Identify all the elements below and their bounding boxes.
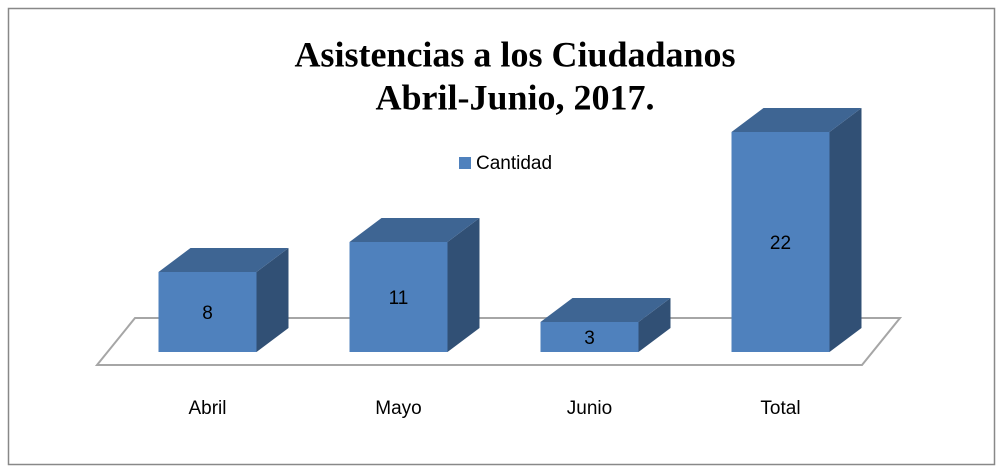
bar-side xyxy=(447,218,480,352)
bar-top xyxy=(349,218,480,242)
data-label: 11 xyxy=(389,288,409,309)
x-tick-label: Mayo xyxy=(375,398,421,419)
bar-side xyxy=(829,108,862,352)
data-label: 8 xyxy=(202,303,213,324)
bar-top xyxy=(731,108,862,132)
data-label: 22 xyxy=(770,233,791,254)
bar xyxy=(731,132,830,352)
bar-top xyxy=(158,248,289,272)
data-label: 3 xyxy=(584,328,595,349)
bar xyxy=(349,242,448,352)
x-tick-label: Abril xyxy=(188,398,226,419)
bar-top xyxy=(540,298,671,322)
legend-label: Cantidad xyxy=(476,153,552,174)
bar-side xyxy=(638,298,671,352)
legend-swatch xyxy=(459,157,471,169)
x-tick-label: Junio xyxy=(567,398,612,419)
chart-subtitle: Abril-Junio, 2017. xyxy=(375,77,654,117)
x-tick-label: Total xyxy=(760,398,800,419)
bar xyxy=(540,322,639,352)
bar-side xyxy=(256,248,289,352)
chart-title: Asistencias a los Ciudadanos xyxy=(294,34,735,74)
bar xyxy=(158,272,257,352)
floor xyxy=(94,317,903,366)
